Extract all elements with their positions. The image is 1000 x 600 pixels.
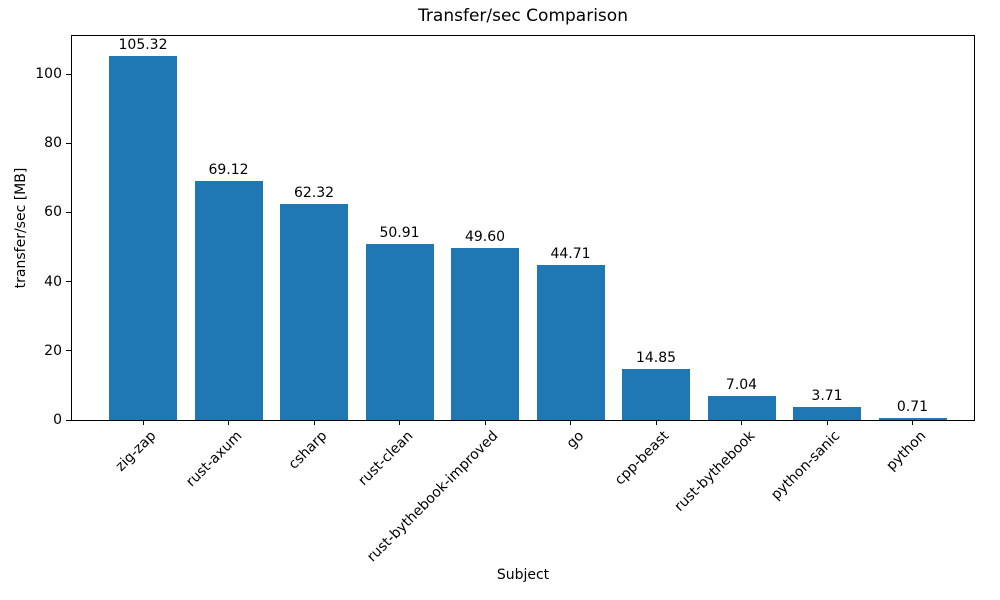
bar-python [878, 417, 947, 420]
bar-value-label: 3.71 [811, 388, 843, 405]
bar-value-label: 50.91 [379, 224, 420, 241]
y-axis-label: transfer/sec [MB] [13, 167, 29, 289]
y-tick-label: 80 [44, 135, 62, 152]
bar-value-label: 44.71 [550, 246, 591, 263]
x-tick [741, 421, 742, 425]
chart-title: Transfer/sec Comparison [418, 6, 628, 26]
bar-value-label: 69.12 [208, 161, 249, 178]
bar-go [536, 265, 605, 420]
y-tick-label: 100 [35, 66, 62, 83]
x-tick [399, 421, 400, 425]
bar-value-label: 0.71 [896, 398, 929, 415]
plot-area: 0 20 40 60 80 100 105.32 zig-zap 69.12 rust-axum 6… [35, 35, 975, 565]
bar-zig-zap [109, 55, 177, 420]
y-tick [66, 211, 71, 213]
y-tick [66, 142, 71, 144]
y-tick [66, 73, 71, 75]
x-tick [228, 421, 229, 425]
bar-python-sanic [793, 407, 861, 420]
y-tick [66, 281, 71, 283]
bar-value-label: 105.32 [118, 36, 168, 53]
bar-csharp [280, 204, 348, 420]
x-axis-label: Subject [496, 567, 550, 583]
y-tick-label: 40 [44, 273, 62, 290]
bar-rust-bythebook [707, 395, 776, 420]
y-tick [66, 419, 71, 421]
bar-value-label: 7.04 [725, 376, 758, 393]
y-tick-label: 0 [53, 412, 62, 428]
bar-rust-clean [365, 243, 434, 420]
x-tick [142, 421, 144, 425]
bar-value-label: 14.85 [635, 349, 677, 366]
bar-value-label: 49.60 [464, 229, 506, 246]
y-tick-label: 60 [44, 204, 62, 221]
bar-cpp-beast [622, 368, 690, 420]
y-tick-label: 20 [44, 342, 62, 359]
y-tick [66, 350, 71, 352]
x-tick [912, 421, 913, 425]
x-tick [313, 421, 315, 425]
x-tick [484, 421, 486, 425]
bar-rust-axum [194, 180, 263, 420]
x-tick [570, 421, 571, 425]
bar-value-label: 62.32 [293, 185, 335, 202]
x-tick [826, 421, 828, 425]
x-tick [655, 421, 657, 425]
bar-rust-bythebook-improved [451, 248, 519, 420]
